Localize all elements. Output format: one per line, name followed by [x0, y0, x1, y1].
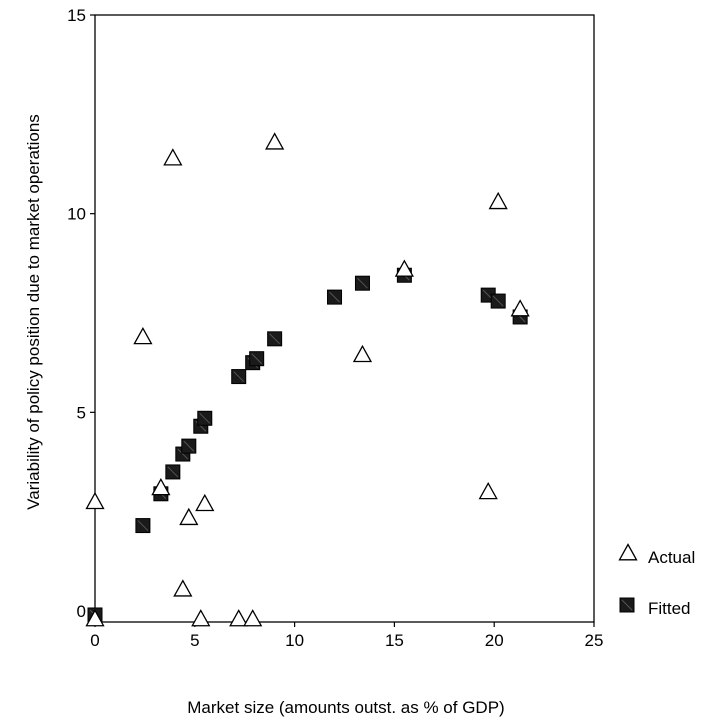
legend-actual-marker — [618, 543, 638, 561]
y-tick-label: 10 — [67, 205, 86, 224]
actual-point — [163, 148, 183, 166]
actual-point — [265, 132, 285, 150]
actual-point — [229, 609, 249, 627]
square-marker-shade — [167, 466, 179, 478]
fitted-point — [135, 518, 151, 534]
square-marker-shade — [233, 371, 245, 382]
x-axis-ticks: 0 5 10 15 20 25 — [90, 622, 603, 650]
legend: Actual Fitted — [618, 543, 695, 618]
actual-point — [151, 477, 171, 496]
x-tick-label: 20 — [485, 631, 504, 650]
actual-point — [85, 491, 105, 510]
x-tick-label: 10 — [285, 631, 304, 650]
legend-actual-label: Actual — [648, 548, 695, 567]
x-tick-label: 15 — [385, 631, 404, 650]
plot-border — [94, 14, 595, 623]
fitted-point — [327, 289, 343, 305]
square-marker-shade — [357, 277, 368, 289]
actual-point — [394, 259, 414, 277]
fitted-point — [267, 331, 283, 347]
fitted-point — [181, 438, 197, 454]
data-marks — [85, 132, 530, 627]
x-tick-label: 5 — [190, 631, 199, 650]
y-tick-label: 15 — [67, 6, 86, 25]
x-axis-title: Market size (amounts outst. as % of GDP) — [187, 698, 504, 717]
fitted-point — [231, 369, 247, 385]
y-axis-title: Variability of policy position due to ma… — [24, 114, 43, 510]
fitted-point — [354, 275, 370, 291]
actual-point — [85, 609, 105, 627]
actual-point — [352, 344, 373, 363]
x-tick-label: 25 — [585, 631, 604, 650]
square-marker-shade — [199, 412, 211, 424]
square-marker-shade — [251, 353, 263, 365]
legend-fitted-marker — [619, 597, 635, 613]
square-marker-shade — [269, 333, 280, 345]
square-marker-shade — [329, 291, 340, 303]
fitted-point — [490, 293, 506, 309]
actual-point — [191, 609, 211, 627]
fitted-point — [249, 351, 265, 367]
square-marker-shade — [492, 295, 504, 307]
actual-point — [243, 609, 263, 627]
actual-point — [133, 327, 153, 345]
x-tick-label: 0 — [90, 631, 99, 650]
actual-point — [488, 191, 508, 210]
square-marker-shade — [183, 440, 195, 452]
legend-square-icon — [619, 597, 635, 613]
legend-fitted-label: Fitted — [648, 599, 691, 618]
actual-point — [195, 493, 215, 512]
actual-point — [173, 579, 193, 597]
plot-frame — [94, 14, 595, 623]
square-marker-shade — [137, 520, 149, 531]
actual-point — [478, 481, 498, 500]
y-axis-ticks: 0 5 10 15 — [67, 6, 95, 621]
y-tick-label: 5 — [77, 403, 86, 422]
legend-triangle-icon — [618, 543, 638, 561]
fitted-point — [165, 464, 181, 480]
fitted-point — [197, 410, 213, 426]
actual-point — [179, 507, 199, 526]
actual-point — [510, 299, 530, 317]
square-marker-shade — [621, 599, 633, 611]
y-tick-label: 0 — [77, 602, 86, 621]
square-marker-shade — [177, 448, 189, 460]
